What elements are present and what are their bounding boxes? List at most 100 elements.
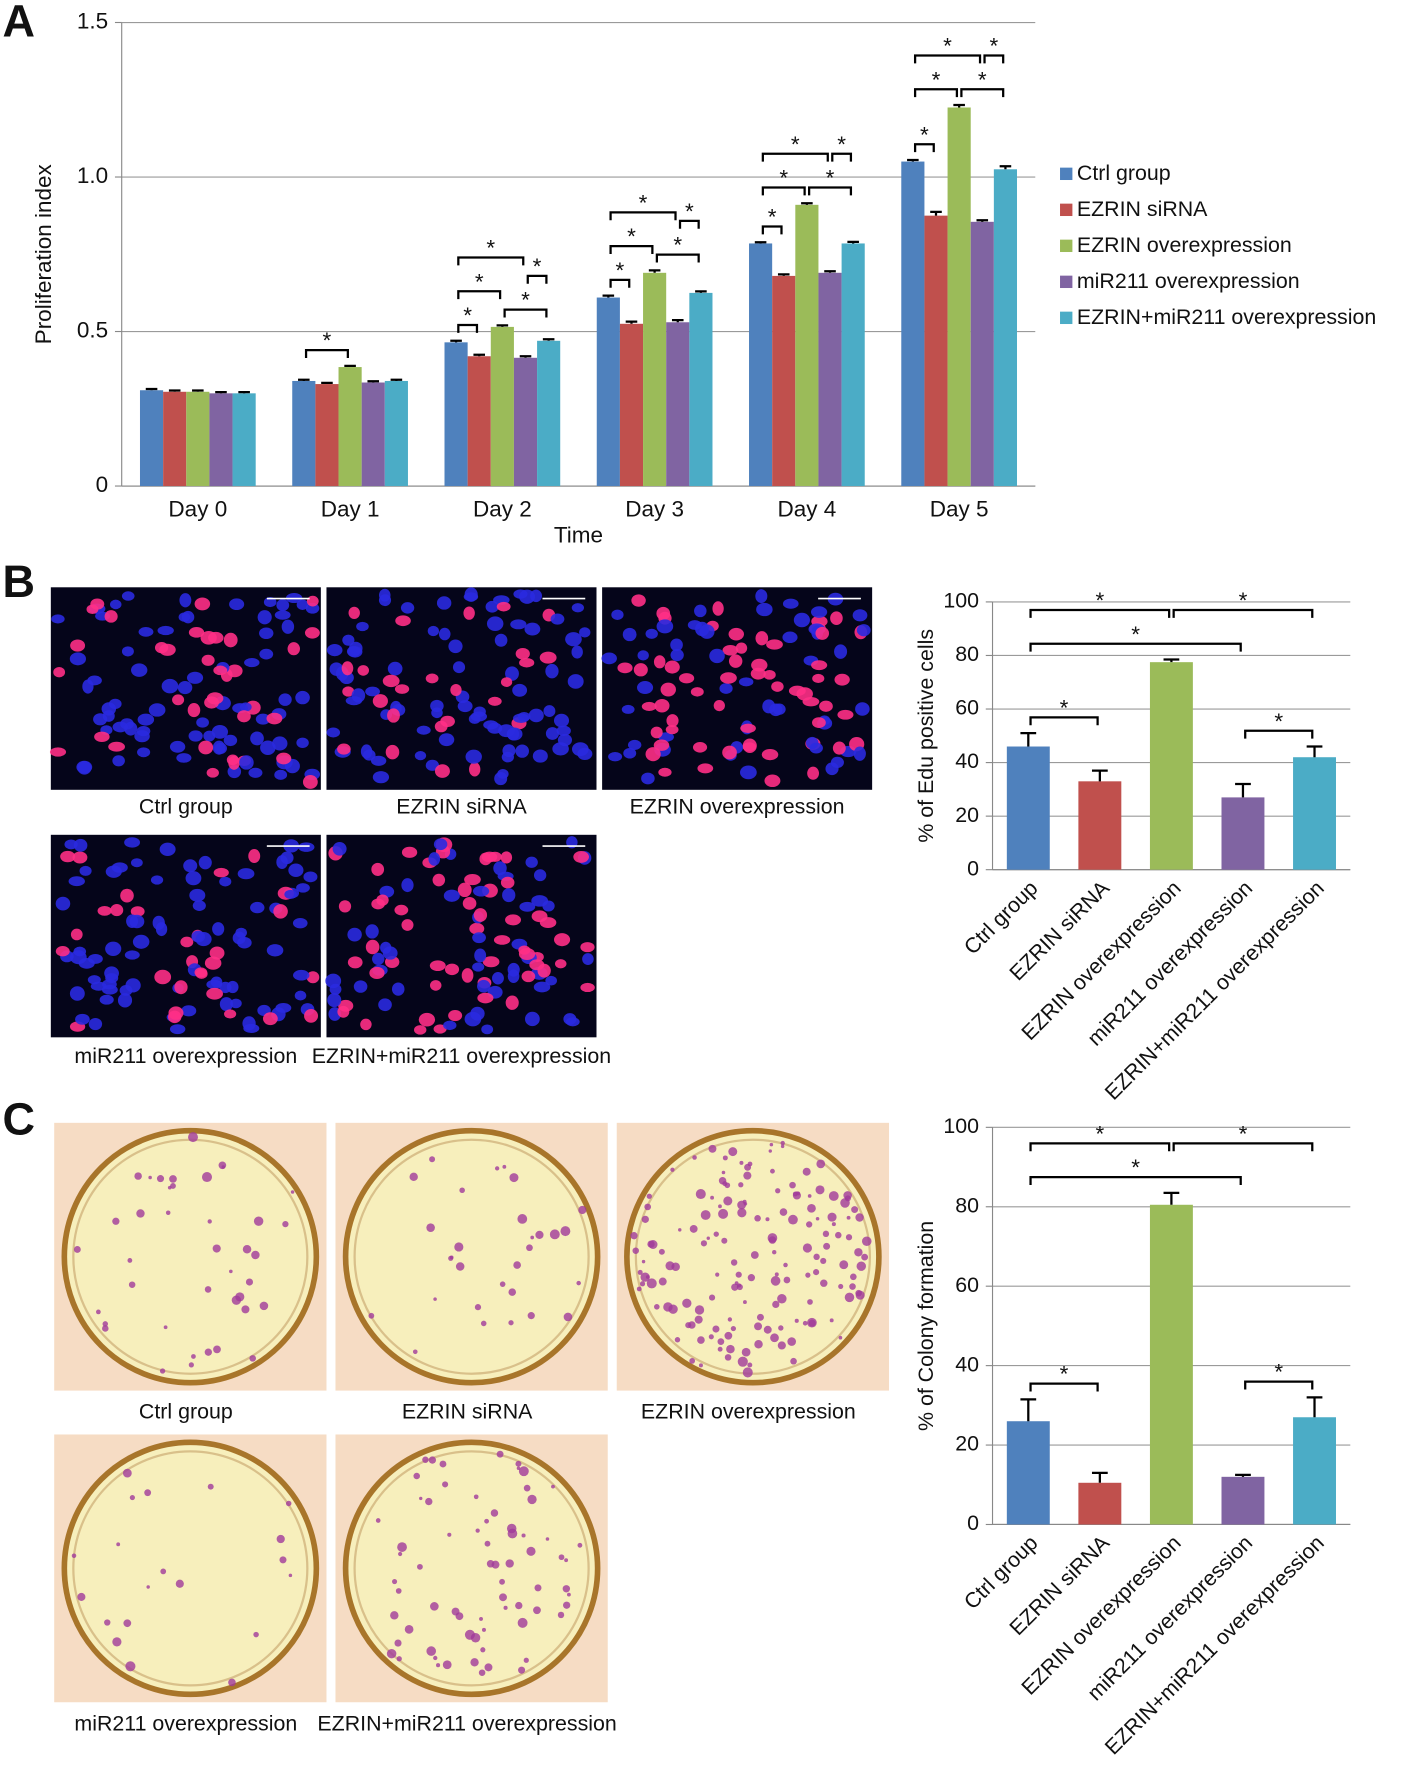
colony	[783, 1276, 791, 1284]
nucleus	[51, 614, 65, 624]
colony	[426, 1223, 435, 1232]
nucleus	[819, 700, 833, 712]
panel-label: A	[2, 0, 35, 47]
colony	[422, 1456, 429, 1463]
y-tick-label: 20	[955, 803, 979, 827]
colony	[245, 1278, 254, 1286]
significance-label: *	[1131, 1155, 1140, 1180]
error-bar	[1306, 745, 1323, 758]
colony	[788, 1214, 798, 1225]
nucleus	[670, 638, 683, 652]
nucleus	[327, 993, 342, 1008]
nucleus	[124, 950, 140, 960]
nucleus	[188, 730, 203, 742]
error-bar	[473, 353, 486, 357]
bar	[1221, 797, 1265, 870]
nucleus	[807, 766, 820, 780]
colony	[241, 1305, 250, 1314]
significance-label: *	[779, 166, 788, 191]
colony	[844, 1292, 855, 1303]
nucleus	[572, 742, 589, 757]
error-bar	[671, 318, 684, 323]
image-caption: Ctrl group	[139, 794, 233, 818]
nucleus	[244, 657, 260, 668]
nucleus	[280, 851, 294, 865]
colony	[845, 1234, 853, 1241]
colony	[802, 1243, 812, 1253]
significance-label: *	[463, 303, 472, 328]
colony	[169, 1175, 177, 1183]
colony	[747, 1362, 753, 1368]
nucleus	[448, 639, 463, 654]
colony	[188, 1132, 198, 1143]
nucleus	[266, 712, 283, 725]
nucleus	[242, 1016, 256, 1031]
colony	[484, 1663, 493, 1672]
colony	[502, 1164, 507, 1169]
nucleus	[429, 960, 446, 972]
nucleus	[212, 922, 225, 936]
colony	[722, 1155, 728, 1161]
bar	[772, 275, 796, 487]
nucleus	[477, 992, 494, 1004]
colony	[861, 1253, 869, 1261]
image-caption: Ctrl group	[139, 1400, 233, 1424]
colony	[530, 1235, 535, 1240]
colony	[779, 1208, 788, 1216]
colony	[767, 1233, 778, 1243]
nucleus	[608, 752, 623, 762]
colony	[375, 1518, 381, 1523]
colony	[828, 1191, 839, 1201]
nucleus	[510, 619, 527, 630]
colony	[820, 1257, 827, 1264]
nucleus	[690, 687, 704, 697]
nucleus	[622, 627, 637, 642]
colony	[674, 1337, 681, 1343]
colony	[394, 1639, 402, 1647]
nucleus	[830, 611, 843, 625]
nucleus	[130, 858, 143, 868]
nucleus	[167, 1010, 182, 1024]
nucleus	[755, 589, 768, 604]
nucleus	[493, 861, 507, 876]
colony	[426, 1646, 437, 1656]
error-bar	[847, 240, 859, 244]
y-tick-label: 60	[955, 1273, 979, 1297]
colony	[637, 1269, 643, 1275]
nucleus	[796, 687, 813, 701]
significance-bracket	[1029, 1142, 1171, 1152]
colony	[127, 1258, 133, 1263]
colony	[823, 1242, 831, 1250]
nucleus	[351, 688, 366, 703]
colony	[710, 1195, 714, 1200]
nucleus	[105, 941, 122, 956]
nucleus	[401, 846, 418, 858]
nucleus	[337, 1005, 350, 1018]
colony	[747, 1274, 756, 1282]
colony	[484, 1518, 489, 1524]
colony	[412, 1349, 418, 1355]
nucleus	[357, 665, 370, 676]
colony	[563, 1601, 571, 1609]
nucleus	[125, 978, 141, 993]
nucleus	[104, 610, 118, 623]
colony	[523, 1657, 529, 1663]
colony	[491, 1560, 500, 1569]
nucleus	[278, 693, 292, 706]
nucleus	[124, 837, 141, 848]
error-bar	[754, 241, 767, 244]
colony	[508, 1288, 517, 1296]
colony	[578, 1205, 587, 1215]
colony	[855, 1213, 864, 1222]
y-tick-label: 40	[955, 749, 979, 773]
nucleus	[542, 900, 555, 912]
nucleus	[515, 647, 530, 660]
nucleus	[360, 1018, 372, 1031]
error-bar	[238, 390, 250, 394]
micrograph	[49, 587, 321, 790]
nucleus	[276, 752, 292, 765]
colony	[697, 1336, 705, 1344]
colony	[368, 1312, 375, 1319]
nucleus	[183, 859, 198, 873]
nucleus	[109, 599, 122, 610]
